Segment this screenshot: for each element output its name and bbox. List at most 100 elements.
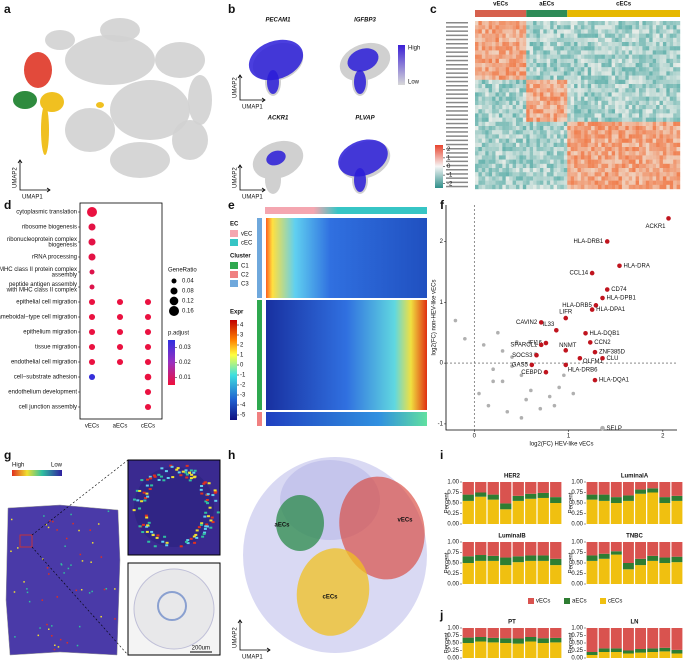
heatmap-cell [522,159,527,164]
heatmap-cell [618,130,623,135]
heatmap-cell [516,37,520,43]
heatmap-cell [570,63,575,68]
heatmap-cell [553,25,558,30]
heatmap-cell [639,109,643,114]
heatmap-cell [498,155,503,160]
panel-label: d [4,198,11,212]
point-label: CLU [607,356,619,362]
heatmap-cell [652,75,657,80]
heatmap-cell [563,71,568,76]
heatmap-cell [536,37,541,43]
bar-segment [500,628,512,639]
heatmap-cell [656,130,660,135]
heatmap-block [266,300,427,410]
heatmap-cell [488,130,493,135]
heatmap-cell [673,42,677,47]
heatmap-cell [502,130,506,135]
heatmap-cell [533,130,537,135]
zoom-hotspot [209,519,213,522]
heatmap-cell [652,37,657,43]
zoom-hotspot [145,492,149,495]
heatmap-cell [656,172,660,177]
heatmap-cell [481,63,486,68]
panel-label: i [440,448,443,462]
heatmap-cell [635,63,640,68]
heatmap-cell [488,117,493,122]
heatmap-cell [505,155,510,160]
heatmap-cell [604,168,609,173]
heatmap-cell [632,113,636,118]
heatmap-cell [567,155,571,160]
heatmap-cell [488,96,493,101]
zoom-hotspot [213,491,217,494]
heatmap-cell [587,168,592,173]
heatmap-cell [669,84,674,89]
heatmap-cell [591,54,595,59]
heatmap-cell [519,71,524,76]
heatmap-cell [543,113,547,118]
heatmap-cell [546,54,551,59]
dot [144,403,152,411]
heatmap-cell [560,25,565,30]
heatmap-cell [481,71,486,76]
heatmap-cell [478,75,483,80]
heatmap-cell [546,33,551,38]
heatmap-cell [645,88,650,93]
legend-title: GeneRatio [168,268,197,274]
heatmap-cell [478,151,483,156]
heatmap-cell [526,176,530,181]
heatmap-cell [639,58,643,64]
heatmap-cell [495,126,500,131]
axis-title: log2(FC) HEV-like vECs [529,442,593,448]
heatmap-cell [656,79,660,85]
heatmap-cell [536,159,541,164]
gene-label-placeholder [446,64,468,66]
bar-segment [512,638,524,644]
heatmap-cell [481,184,486,190]
heatmap-cell [488,71,493,76]
zoom-hotspot [187,471,191,474]
heatmap-cell [498,54,503,59]
heatmap-cell [676,142,681,148]
heatmap-cell [625,84,629,89]
point-label: HLA-DQA1 [599,378,630,384]
zoom-hotspot [214,490,218,493]
heatmap-cell [526,126,530,131]
zoom-hotspot [155,536,159,539]
heatmap-cell [543,79,547,85]
heatmap-cell [570,88,575,93]
heatmap-cell [509,163,513,169]
heatmap-cell [577,121,582,127]
heatmap-cell [601,168,606,173]
zoom-hotspot [203,531,207,534]
heatmap-cell [642,46,647,51]
heatmap-cell [485,58,489,64]
zoom-hotspot [166,477,170,480]
point-label: LIFR [559,310,573,316]
heatmap-cell [632,25,636,30]
heatmap-cell [669,163,674,169]
heatmap-cell [516,163,520,169]
heatmap-cell [543,21,547,26]
legend-swatch [528,598,534,604]
heatmap-cell [676,121,681,127]
zoom-hotspot [169,464,173,467]
heatmap-cell [519,42,524,47]
point-label: IL33 [543,322,555,328]
heatmap-cell [615,151,619,156]
group-label: aECs [539,2,555,8]
heatmap-cell [604,151,609,156]
heatmap-cell [601,79,606,85]
heatmap-cell [567,168,571,173]
heatmap-cell [539,117,544,122]
panel-label: a [4,2,11,16]
heatmap-cell [502,155,506,160]
heatmap-cell [570,151,575,156]
heatmap-cell [594,50,599,55]
heatmap-cell [522,84,527,89]
heatmap-cell [635,58,640,64]
heatmap-cell [526,79,530,85]
heatmap-cell [492,113,496,118]
heatmap-cell [635,126,640,131]
heatmap-cell [533,63,537,68]
